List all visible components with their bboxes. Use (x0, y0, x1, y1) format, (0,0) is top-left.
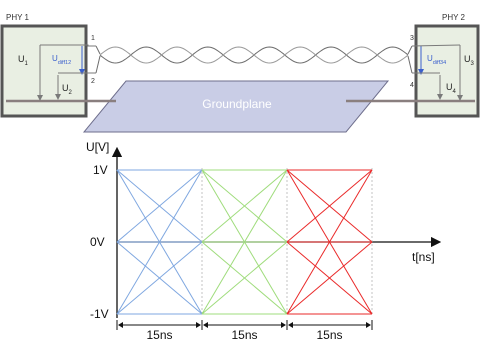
duration-label: 15ns (231, 328, 257, 340)
transition-line (201, 169, 288, 243)
transition-line (286, 241, 373, 315)
transition-line (201, 169, 288, 315)
cable-end-right-top (407, 45, 413, 55)
duration-label: 15ns (316, 328, 342, 340)
phy2-label: PHY 2 (442, 13, 466, 22)
u2-label: U2 (62, 83, 73, 96)
transition-line (116, 169, 203, 243)
groundplane-label: Groundplane (202, 97, 272, 111)
phy2-block: PHY 2 U3 U4 Udiff34 3 4 (346, 13, 480, 118)
u3-label: U3 (464, 54, 475, 67)
transition-line (201, 241, 288, 315)
transition-line (286, 169, 373, 315)
duration-arrowhead-right (281, 322, 286, 328)
signal-chart: U[V] t[ns] 1V 0V -1V 15ns 15ns 15ns (86, 140, 442, 340)
u1-label: U1 (18, 54, 29, 67)
transition-line (116, 169, 203, 315)
transition-line (116, 241, 203, 315)
u4-label: U4 (446, 82, 457, 95)
pin-1-label: 1 (91, 35, 95, 42)
pin-4-label: 4 (410, 82, 414, 89)
twisted-pair-cable (95, 45, 413, 74)
cable-end-left-top (95, 45, 101, 55)
phy1-block: PHY 1 U1 U2 Udiff12 1 2 (0, 13, 116, 118)
pin-2-label: 2 (91, 78, 95, 85)
udiff12-label: Udiff12 (52, 54, 71, 66)
cable-end-right-bottom (407, 55, 413, 74)
duration-arrowhead-left (203, 322, 208, 328)
duration-label: 15ns (146, 328, 172, 340)
y-tick-0v: 0V (90, 235, 105, 249)
phy2-wire-top (411, 44, 461, 47)
udiff34-label: Udiff34 (427, 54, 446, 66)
y-tick-1v: 1V (93, 163, 108, 177)
phy1-box (0, 24, 88, 118)
phy1-wire-top (40, 44, 96, 47)
phy1-label: PHY 1 (6, 13, 30, 22)
y-axis-label: U[V] (86, 140, 109, 154)
x-axis-label: t[ns] (412, 250, 435, 264)
phy2-box (414, 24, 480, 118)
groundplane (82, 80, 390, 133)
twisted-wire-b (99, 46, 409, 64)
y-tick-minus1v: -1V (90, 307, 109, 321)
duration-arrowhead-right (196, 322, 201, 328)
duration-arrowhead-left (118, 322, 123, 328)
cable-end-left-bottom (95, 55, 101, 74)
transition-line (286, 169, 373, 243)
chart-segments: 15ns 15ns 15ns (116, 168, 373, 340)
duration-arrowhead-left (288, 322, 293, 328)
pin-3-label: 3 (410, 35, 414, 42)
duration-arrowhead-right (366, 322, 371, 328)
